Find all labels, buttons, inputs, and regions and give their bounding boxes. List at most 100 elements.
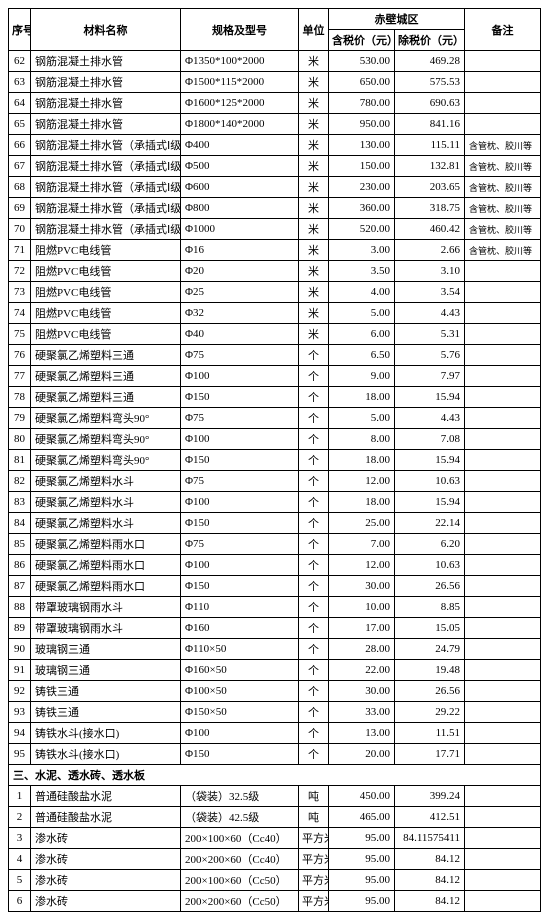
table-row: 95铸铁水斗(接水口)Φ150个20.0017.71 <box>9 744 541 765</box>
cell-price-incl: 18.00 <box>329 450 395 471</box>
cell-unit: 个 <box>299 744 329 765</box>
cell-price-incl: 18.00 <box>329 387 395 408</box>
cell-price-incl: 230.00 <box>329 177 395 198</box>
cell-name: 阻燃PVC电线管 <box>31 261 181 282</box>
header-region: 赤壁城区 <box>329 9 465 30</box>
cell-price-excl: 19.48 <box>395 660 465 681</box>
cell-price-incl: 5.00 <box>329 408 395 429</box>
cell-unit: 个 <box>299 660 329 681</box>
cell-price-incl: 17.00 <box>329 618 395 639</box>
cell-unit: 米 <box>299 324 329 345</box>
cell-price-excl: 22.14 <box>395 513 465 534</box>
table-row: 90玻璃钢三通Φ110×50个28.0024.79 <box>9 639 541 660</box>
cell-seq: 78 <box>9 387 31 408</box>
cell-price-excl: 84.12 <box>395 849 465 870</box>
cell-remark <box>465 303 541 324</box>
cell-remark <box>465 93 541 114</box>
cell-name: 阻燃PVC电线管 <box>31 303 181 324</box>
cell-name: 钢筋混凝土排水管（承插式Ⅰ级） <box>31 198 181 219</box>
cell-spec: Φ100 <box>181 429 299 450</box>
cell-unit: 米 <box>299 261 329 282</box>
cell-name: 钢筋混凝土排水管 <box>31 93 181 114</box>
cell-price-excl: 84.12 <box>395 870 465 891</box>
cell-spec: 200×100×60（Cc50） <box>181 870 299 891</box>
table-row: 66钢筋混凝土排水管（承插式Ⅰ级）Φ400米130.00115.11含管枕、胶川… <box>9 135 541 156</box>
cell-name: 铸铁水斗(接水口) <box>31 744 181 765</box>
cell-seq: 85 <box>9 534 31 555</box>
cell-price-incl: 95.00 <box>329 849 395 870</box>
materials-table: 序号 材料名称 规格及型号 单位 赤壁城区 备注 含税价（元） 除税价（元） 6… <box>8 8 541 912</box>
cell-remark <box>465 387 541 408</box>
cell-seq: 89 <box>9 618 31 639</box>
cell-name: 普通硅酸盐水泥 <box>31 786 181 807</box>
cell-price-excl: 26.56 <box>395 576 465 597</box>
header-spec: 规格及型号 <box>181 9 299 51</box>
cell-unit: 个 <box>299 450 329 471</box>
cell-seq: 73 <box>9 282 31 303</box>
cell-seq: 80 <box>9 429 31 450</box>
cell-seq: 4 <box>9 849 31 870</box>
cell-remark <box>465 114 541 135</box>
cell-name: 渗水砖 <box>31 849 181 870</box>
cell-spec: Φ75 <box>181 345 299 366</box>
cell-price-excl: 17.71 <box>395 744 465 765</box>
cell-price-incl: 780.00 <box>329 93 395 114</box>
cell-price-excl: 10.63 <box>395 555 465 576</box>
cell-price-incl: 95.00 <box>329 828 395 849</box>
cell-seq: 2 <box>9 807 31 828</box>
cell-price-excl: 2.66 <box>395 240 465 261</box>
cell-seq: 63 <box>9 72 31 93</box>
cell-price-incl: 30.00 <box>329 681 395 702</box>
table-row: 6渗水砖200×200×60（Cc50）平方米95.0084.12 <box>9 891 541 912</box>
table-row: 1普通硅酸盐水泥（袋装）32.5级吨450.00399.24 <box>9 786 541 807</box>
cell-name: 硬聚氯乙烯塑料三通 <box>31 345 181 366</box>
cell-seq: 65 <box>9 114 31 135</box>
cell-price-excl: 4.43 <box>395 303 465 324</box>
cell-price-excl: 11.51 <box>395 723 465 744</box>
cell-spec: Φ150 <box>181 576 299 597</box>
cell-price-incl: 10.00 <box>329 597 395 618</box>
cell-spec: Φ1800*140*2000 <box>181 114 299 135</box>
cell-price-incl: 33.00 <box>329 702 395 723</box>
cell-price-excl: 132.81 <box>395 156 465 177</box>
cell-remark <box>465 870 541 891</box>
cell-spec: 200×200×60（Cc40） <box>181 849 299 870</box>
cell-unit: 个 <box>299 681 329 702</box>
cell-remark <box>465 681 541 702</box>
cell-price-incl: 12.00 <box>329 555 395 576</box>
cell-unit: 米 <box>299 51 329 72</box>
cell-price-incl: 22.00 <box>329 660 395 681</box>
cell-price-excl: 115.11 <box>395 135 465 156</box>
table-row: 75阻燃PVC电线管Φ40米6.005.31 <box>9 324 541 345</box>
cell-remark <box>465 324 541 345</box>
cell-price-excl: 469.28 <box>395 51 465 72</box>
cell-remark <box>465 534 541 555</box>
section-row: 三、水泥、透水砖、透水板 <box>9 765 541 786</box>
cell-remark <box>465 618 541 639</box>
cell-seq: 93 <box>9 702 31 723</box>
table-row: 82硬聚氯乙烯塑料水斗Φ75个12.0010.63 <box>9 471 541 492</box>
cell-seq: 83 <box>9 492 31 513</box>
cell-price-incl: 12.00 <box>329 471 395 492</box>
cell-spec: （袋装）32.5级 <box>181 786 299 807</box>
cell-seq: 90 <box>9 639 31 660</box>
table-row: 65钢筋混凝土排水管Φ1800*140*2000米950.00841.16 <box>9 114 541 135</box>
cell-remark <box>465 723 541 744</box>
cell-price-excl: 412.51 <box>395 807 465 828</box>
cell-price-incl: 6.00 <box>329 324 395 345</box>
cell-price-excl: 7.08 <box>395 429 465 450</box>
cell-spec: Φ150 <box>181 513 299 534</box>
cell-spec: Φ500 <box>181 156 299 177</box>
cell-remark <box>465 807 541 828</box>
cell-spec: （袋装）42.5级 <box>181 807 299 828</box>
cell-seq: 88 <box>9 597 31 618</box>
cell-seq: 79 <box>9 408 31 429</box>
table-row: 93铸铁三通Φ150×50个33.0029.22 <box>9 702 541 723</box>
cell-remark <box>465 555 541 576</box>
cell-spec: 200×200×60（Cc50） <box>181 891 299 912</box>
cell-price-incl: 150.00 <box>329 156 395 177</box>
cell-price-incl: 28.00 <box>329 639 395 660</box>
cell-name: 钢筋混凝土排水管（承插式Ⅰ级） <box>31 135 181 156</box>
cell-name: 带罩玻璃钢雨水斗 <box>31 618 181 639</box>
cell-name: 钢筋混凝土排水管（承插式Ⅰ级） <box>31 219 181 240</box>
